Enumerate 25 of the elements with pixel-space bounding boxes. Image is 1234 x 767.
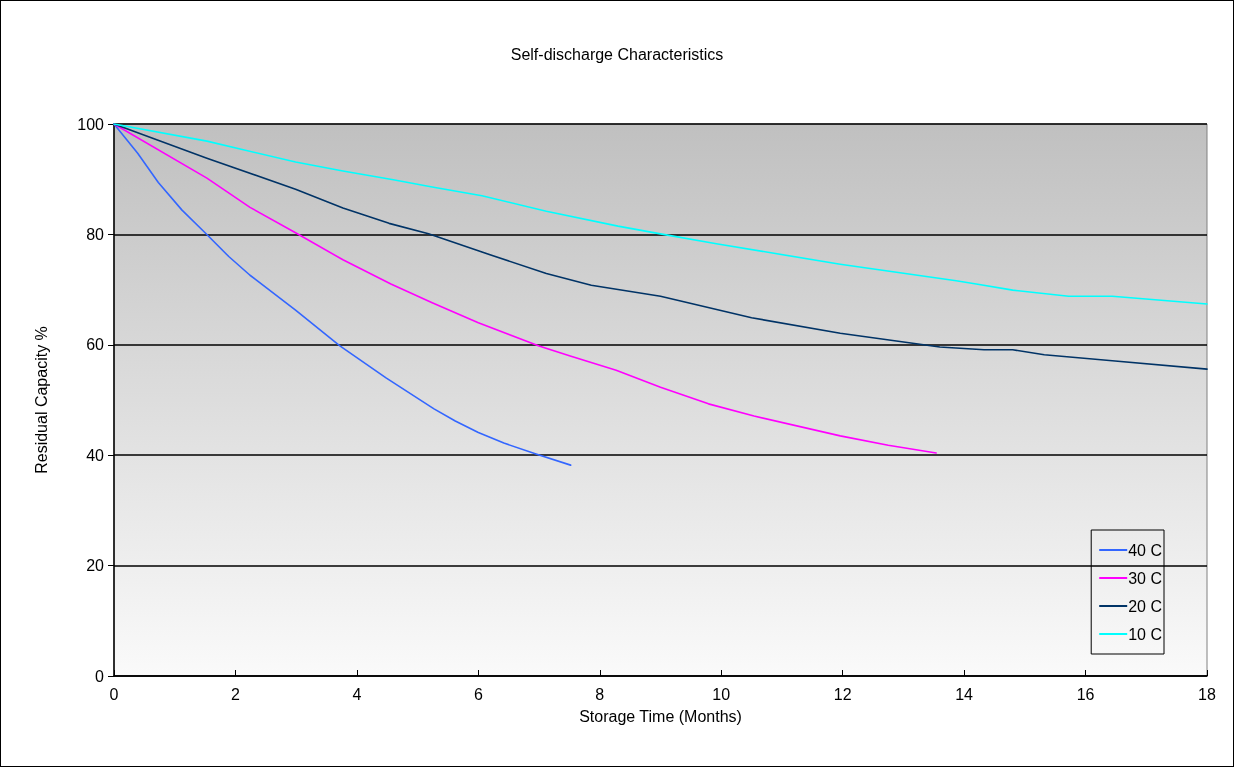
y-tick-label: 100 xyxy=(77,115,105,133)
y-tick-label: 0 xyxy=(95,667,105,685)
y-tick-label: 60 xyxy=(86,336,105,354)
x-tick-label: 8 xyxy=(595,685,605,703)
legend-label: 30 C xyxy=(1128,569,1162,587)
x-tick-label: 16 xyxy=(1076,685,1095,703)
x-tick-label: 12 xyxy=(833,685,852,703)
x-tick-label: 0 xyxy=(109,685,119,703)
line-series xyxy=(113,123,937,454)
legend-label: 20 C xyxy=(1128,597,1162,615)
line-series xyxy=(113,123,572,466)
y-tick-label: 20 xyxy=(86,557,105,575)
legend-label: 10 C xyxy=(1128,625,1162,643)
y-tick-label: 80 xyxy=(86,225,105,243)
x-tick-label: 4 xyxy=(352,685,362,703)
legend-label: 40 C xyxy=(1128,541,1162,559)
x-tick-label: 14 xyxy=(955,685,974,703)
y-axis-title: Residual Capacity % xyxy=(32,326,50,474)
x-axis-title: Storage Time (Months) xyxy=(579,707,742,725)
chart-title: Self-discharge Characteristics xyxy=(510,45,724,63)
x-tick-label: 18 xyxy=(1198,685,1216,703)
x-tick-label: 2 xyxy=(230,685,240,703)
x-tick-label: 6 xyxy=(473,685,483,703)
y-tick-label: 40 xyxy=(86,446,105,464)
x-tick-label: 10 xyxy=(712,685,731,703)
